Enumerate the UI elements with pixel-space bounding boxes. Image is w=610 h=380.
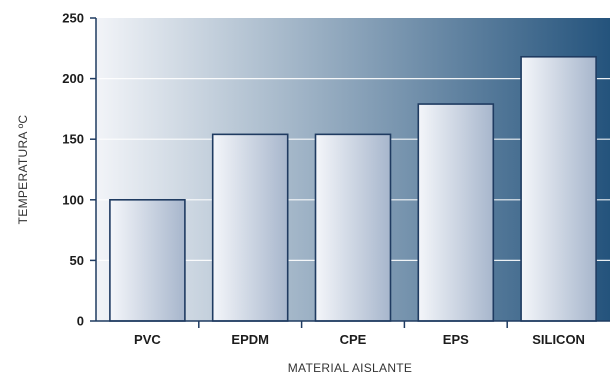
bar-cpe [314,133,392,322]
x-axis-title: MATERIAL AISLANTE [288,361,412,375]
y-tick-label: 0 [77,314,84,329]
x-tick-label: PVC [134,332,161,347]
x-tick-label: EPDM [231,332,269,347]
bar-silicon [520,55,597,322]
y-tick-label: 250 [62,11,84,26]
y-tick-label: 100 [62,192,84,207]
x-tick-label: SILICON [532,332,585,347]
bar-epdm [211,133,289,322]
bar-eps [417,103,495,322]
y-axis-title: TEMPERATURA ºC [16,115,30,225]
x-tick-label: EPS [443,332,469,347]
axes [95,18,610,322]
y-axis-ticks: 0 50 100 150 200 250 [62,11,96,329]
x-axis-labels: PVC EPDM CPE EPS SILICON [134,321,585,347]
y-tick-label: 150 [62,132,84,147]
bar-pvc [109,199,186,322]
y-tick-label: 200 [62,71,84,86]
y-tick-label: 50 [70,253,84,268]
bar-series [109,55,597,322]
x-tick-label: CPE [340,332,367,347]
